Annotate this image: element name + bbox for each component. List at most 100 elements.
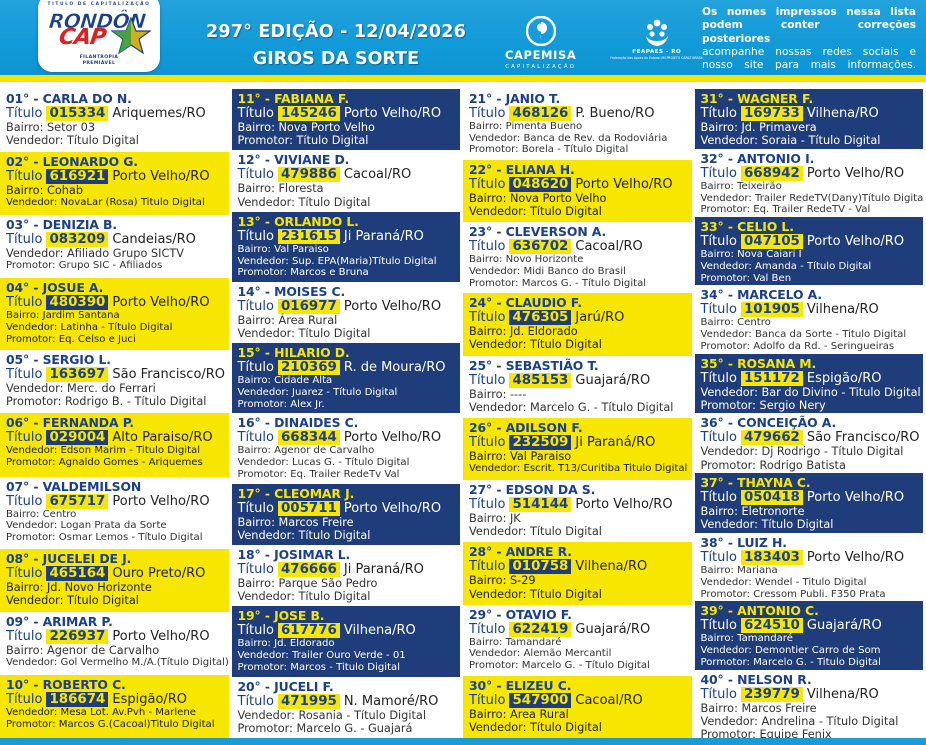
- winner-detail-line: Promotor: Equipe Fenix: [700, 727, 832, 738]
- winner-entry[interactable]: 34° - MARCELO A. Título 101905 Vilhena/RO Ba…: [694, 285, 926, 354]
- winner-entry[interactable]: 03° - DENIZIA B. Título 083209 Candeias/RO V…: [0, 215, 232, 279]
- winner-position-name: 33° - CELIO L.: [700, 219, 794, 235]
- winner-detail-line: Pormotor: Marcelo G. - Titulo Digital: [700, 656, 881, 668]
- winner-position-name: 35° - ROSANA M.: [700, 355, 817, 371]
- ticket-row: Título 465164 Ouro Preto/RO: [6, 565, 225, 581]
- winner-entry[interactable]: 22° - ELIANA H. Título 048620 Porto Velho/R…: [463, 160, 695, 223]
- winner-entry[interactable]: 21° - JANIO T. Título 468126 P. Bueno/RO Bai…: [463, 89, 695, 160]
- winner-position-name: 21° - JANIO T.: [469, 91, 561, 106]
- winner-detail-line: Bairro: JK: [469, 512, 521, 526]
- winner-entry[interactable]: 26° - ADILSON F. Título 232509 Ji Paraná/RO…: [463, 417, 695, 481]
- winner-position-name: 26° - ADILSON F.: [469, 419, 583, 435]
- winner-entry[interactable]: 29° - OTAVIO F. Título 622419 Guajará/RO Bai…: [463, 604, 695, 676]
- winner-entry[interactable]: 33° - CELIO L. Título 047105 Porto Velho/RO…: [694, 217, 926, 286]
- winner-entry[interactable]: 10° - ROBERTO C. Título 186674 Espigão/RO Ve…: [0, 674, 232, 738]
- ticket-number: 622419: [509, 621, 572, 637]
- winner-entry[interactable]: 37° - THAYNA C. Título 050418 Porto Velho/R…: [694, 473, 926, 534]
- ticket-label: Título: [237, 500, 274, 516]
- winner-entry[interactable]: 38° - LUIZ H. Título 183403 Porto Velho/RO B…: [694, 533, 926, 602]
- winner-entry[interactable]: 08° - JUCELEI DE J. Título 465164 Ouro Pret…: [0, 548, 232, 612]
- winner-detail-line: Promotor: Marcelo G. - Guajará: [237, 721, 413, 735]
- winner-city: Porto Velho/RO: [575, 497, 673, 513]
- winner-detail-line: Bairro: Eletronorte: [700, 505, 805, 519]
- winner-position-name: 20° - JUCELI F.: [237, 678, 334, 694]
- ticket-row: Título 163697 São Francisco/RO: [6, 367, 225, 383]
- winner-entry[interactable]: 23° - CLEVERSON A. Título 636702 Cacoal/RO B…: [463, 222, 695, 294]
- winner-detail-line: Promotor: Rodrigo Batista: [700, 458, 846, 472]
- winner-detail-line: Vendedor: Merc. do Ferrari: [6, 382, 156, 396]
- ticket-label: Título: [700, 370, 737, 386]
- winner-position-name: 27° - EDSON DA S.: [469, 482, 596, 498]
- winner-detail-line: Promotor: Val Ben: [700, 272, 792, 284]
- winners-grid: 01° - CARLA DO N. Título 015334 Ariquemes/R…: [0, 89, 926, 738]
- notice-line-2: podem conter correções posteriores: [702, 19, 916, 45]
- winner-entry[interactable]: 16° - DINAIDES C. Título 668344 Porto Velho…: [231, 413, 463, 484]
- ticket-row: Título 169733 Vilhena/RO: [701, 106, 920, 121]
- winner-entry[interactable]: 28° - ANDRE R. Título 010758 Vilhena/RO Bair…: [463, 542, 695, 605]
- winner-city: Espigão/RO: [806, 370, 882, 386]
- winner-entry[interactable]: 30° - ELIZEU C. Título 547900 Cacoal/RO Bair…: [463, 675, 695, 738]
- winner-entry[interactable]: 25° - SEBASTIÃO T. Título 485153 Guajará/RO…: [463, 355, 695, 418]
- ticket-number: 239779: [740, 686, 803, 702]
- ticket-row: Título 048620 Porto Velho/RO: [469, 177, 688, 192]
- winner-detail-line: Bairro: Jd. Primavera: [700, 121, 817, 134]
- ticket-label: Título: [237, 430, 274, 446]
- ticket-number: 151172: [740, 370, 803, 386]
- ticket-number: 029004: [46, 430, 109, 446]
- winner-detail-line: Vendedor: Trailer RedeTV(Dany)Título Dig…: [700, 192, 926, 204]
- ticket-row: Título 675717 Porto Velho/RO: [6, 493, 225, 509]
- winner-entry[interactable]: 32° - ANTONIO I. Título 668942 Porto Velho/…: [694, 148, 926, 218]
- ticket-number: 101905: [740, 302, 803, 318]
- winner-entry[interactable]: 11° - FABIANA F. Título 145246 Porto Velho/…: [231, 89, 463, 151]
- winner-city: Porto Velho/RO: [343, 430, 442, 446]
- winner-entry[interactable]: 19° - JOSE B. Título 617776 Vilhena/RO Bairr…: [231, 606, 463, 677]
- winner-entry[interactable]: 39° - ANTONIO C. Título 624510 Guajará/RO Ba…: [694, 601, 926, 670]
- winner-entry[interactable]: 18° - JOSIMAR L. Título 476666 Ji Paraná/RO…: [231, 545, 463, 607]
- winner-detail-line: Vendedor: Wendel - Titulo Digital: [700, 576, 867, 588]
- winner-position-name: 23° - CLEVERSON A.: [469, 224, 607, 240]
- winner-entry[interactable]: 36° - CONCEIÇÃO A. Título 479662 São Franci…: [694, 413, 926, 474]
- winner-detail-line: Promotor: Grupo SIC - Afiliados: [6, 260, 163, 272]
- winner-detail-line: Vendedor: Título Digital: [237, 327, 371, 341]
- ticket-number: 668344: [277, 430, 340, 446]
- winner-detail-line: Bairro: ----: [469, 387, 527, 401]
- ticket-row: Título 015334 Ariquemes/RO: [6, 106, 225, 121]
- ticket-label: Título: [6, 106, 43, 121]
- ticket-row: Título 668942 Porto Velho/RO: [701, 165, 920, 181]
- winner-entry[interactable]: 24° - CLAUDIO F. Título 476305 Jarú/RO Bairr…: [463, 293, 695, 356]
- winner-entry[interactable]: 20° - JUCELI F. Título 471995 N. Mamoré/RO V…: [231, 676, 463, 738]
- winner-entry[interactable]: 27° - EDSON DA S. Título 514144 Porto Velho…: [463, 480, 695, 543]
- winner-entry[interactable]: 06° - FERNANDA P. Título 029004 Alto Parais…: [0, 413, 232, 477]
- winner-detail-line: Vendedor: Título Digital: [469, 720, 602, 734]
- winner-detail-line: Bairro: Mariana: [700, 565, 778, 577]
- winner-entry[interactable]: 40° - NELSON R. Título 239779 Vilhena/RO Bai…: [694, 669, 926, 738]
- winner-entry[interactable]: 07° - VALDEMILSON Título 675717 Porto Velho…: [0, 476, 232, 549]
- winner-entry[interactable]: 14° - MOISES C. Título 016977 Porto Velho/R…: [231, 281, 463, 344]
- winner-detail-line: Bairro: Centro: [700, 317, 771, 329]
- winner-detail-line: Vendedor: Marcelo G. - Título Digital: [469, 400, 674, 414]
- star-icon: [111, 16, 151, 55]
- ticket-number: 210369: [277, 360, 340, 376]
- winner-entry[interactable]: 35° - ROSANA M. Título 151172 Espigão/RO Ven…: [694, 353, 926, 414]
- logo-tagline-l1: FILANTROPIA: [79, 54, 119, 60]
- winner-detail-line: Promotor: Título Digital: [237, 134, 369, 148]
- winner-entry[interactable]: 15° - HILARIO D. Título 210369 R. de Moura/…: [231, 343, 463, 414]
- logo-word-cap: CAP: [57, 24, 108, 50]
- winner-position-name: 04° - JOSUE A.: [6, 280, 104, 296]
- winner-entry[interactable]: 13° - ORLANDO L. Título 231615 Ji Paraná/RO…: [231, 211, 463, 282]
- winner-detail-line: Vendedor: Sup. EPA(Maria)Título Digital: [237, 255, 437, 267]
- winner-entry[interactable]: 17° - CLEOMAR J. Título 005711 Porto Velho/…: [231, 483, 463, 545]
- winner-entry[interactable]: 04° - JOSUE A. Título 480390 Porto Velho/RO…: [0, 278, 232, 351]
- winner-entry[interactable]: 31° - WAGNER F. Título 169733 Vilhena/RO Bai…: [694, 89, 926, 149]
- winner-position-name: 34° - MARCELO A.: [700, 287, 823, 303]
- ticket-number: 169733: [740, 106, 803, 121]
- winner-detail-line: Bairro: Tamandaré: [469, 636, 562, 648]
- winner-entry[interactable]: 09° - ARIMAR P. Título 226937 Porto Velho/R…: [0, 611, 232, 675]
- winner-entry[interactable]: 01° - CARLA DO N. Título 015334 Ariquemes/R…: [0, 89, 232, 153]
- winner-detail-line: Bairro: Jd. Novo Horizonte: [6, 580, 152, 594]
- winner-entry[interactable]: 05° - SERGIO L. Título 163697 São Francisco…: [0, 350, 232, 414]
- ticket-row: Título 145246 Porto Velho/RO: [238, 106, 457, 121]
- winner-entry[interactable]: 02° - LEONARDO G. Título 616921 Porto Velho…: [0, 152, 232, 216]
- winner-entry[interactable]: 12° - VIVIANE D. Título 479886 Cacoal/RO Bai…: [231, 150, 463, 212]
- winner-city: Guajará/RO: [575, 621, 651, 637]
